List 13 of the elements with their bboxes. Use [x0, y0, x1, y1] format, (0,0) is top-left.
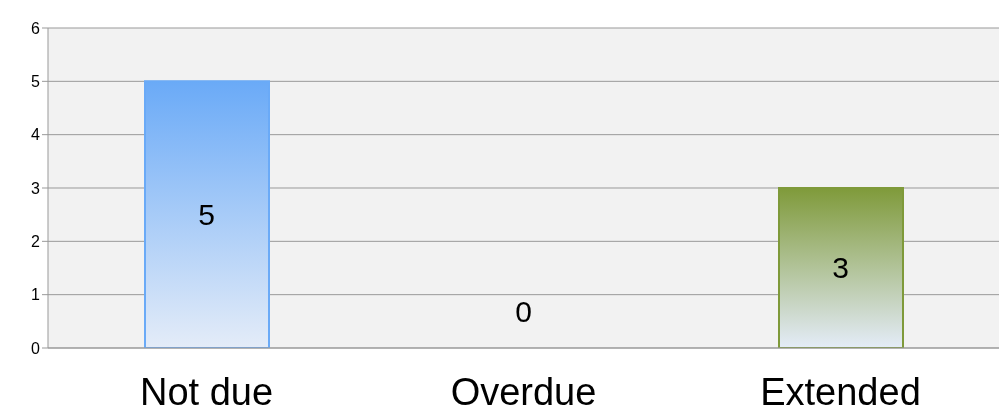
- data-label: 3: [832, 251, 849, 284]
- x-tick-label: Overdue: [450, 370, 597, 413]
- y-tick-label: 1: [31, 286, 41, 304]
- data-label: 0: [515, 295, 532, 328]
- y-tick-label: 6: [31, 19, 41, 37]
- x-tick-label: Extended: [760, 370, 921, 413]
- y-tick-label: 5: [31, 73, 41, 91]
- data-label: 5: [198, 197, 215, 231]
- y-tick-label: 0: [31, 339, 41, 357]
- y-tick-label: 4: [31, 126, 41, 144]
- y-tick-label: 2: [31, 233, 41, 251]
- y-tick-label: 3: [31, 179, 41, 197]
- x-tick-label: Not due: [139, 370, 274, 413]
